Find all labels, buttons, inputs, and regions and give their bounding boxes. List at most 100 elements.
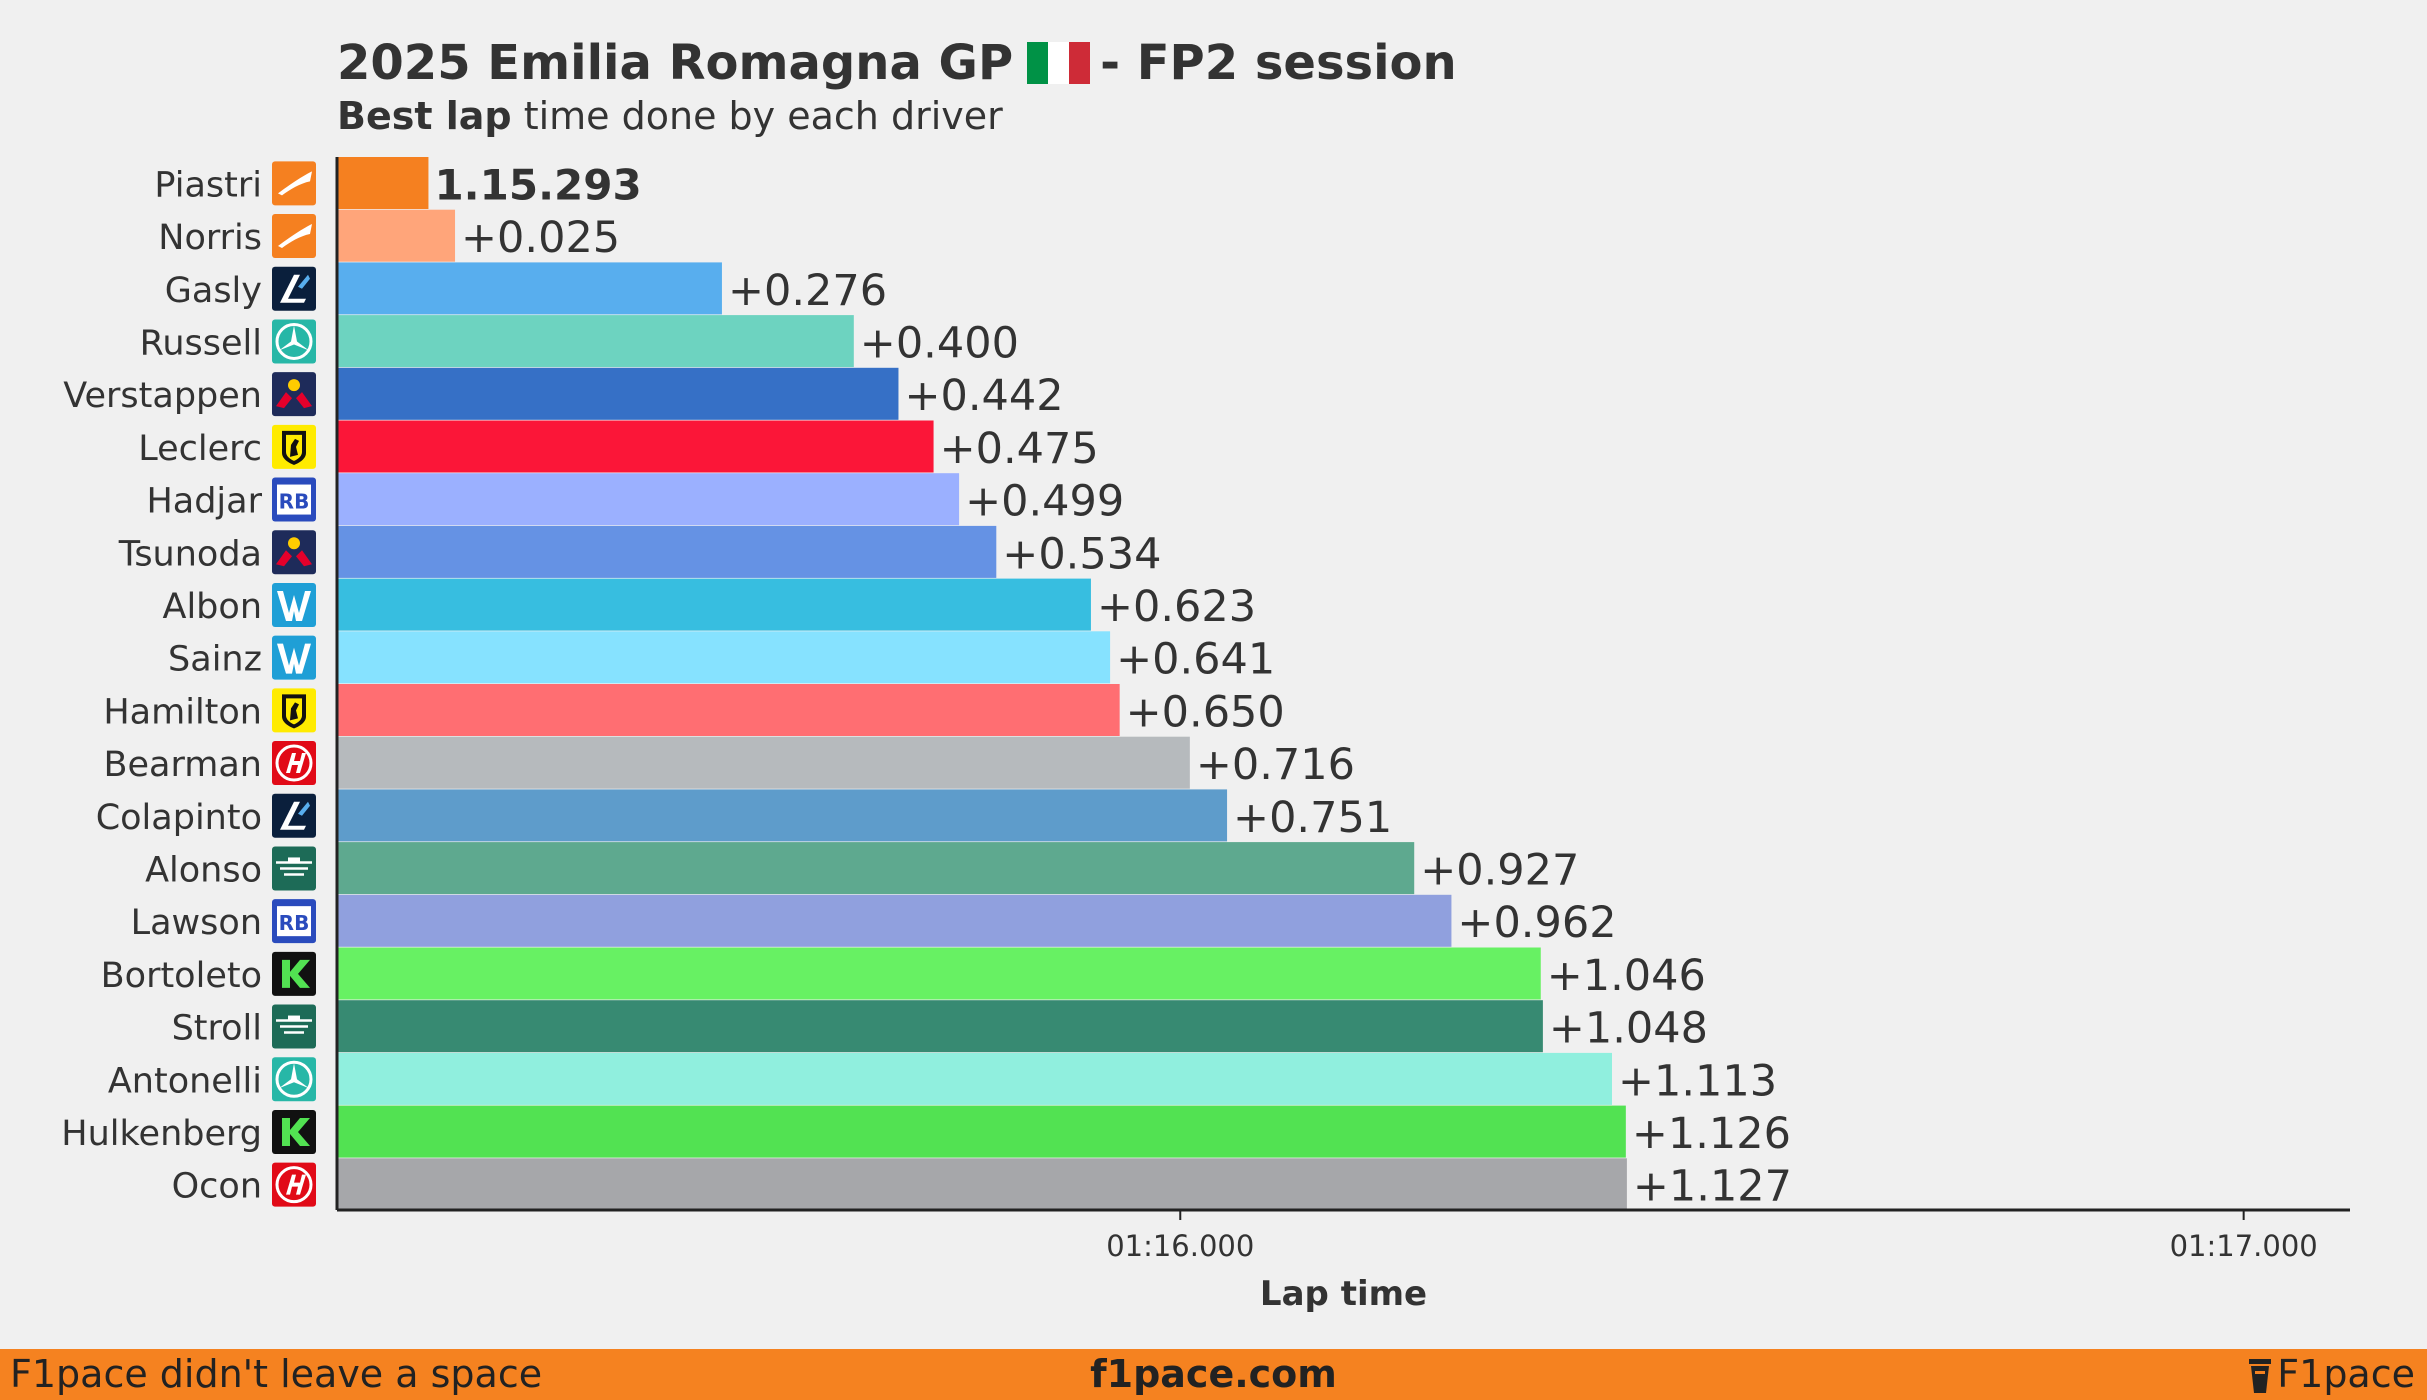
value-label: +1.046 xyxy=(1547,951,1706,1001)
svg-text:RB: RB xyxy=(279,490,310,514)
sauber-icon xyxy=(272,951,316,996)
footer-brand: F1pace xyxy=(2247,1349,2415,1400)
title-main: 2025 Emilia Romagna GP xyxy=(337,35,1014,91)
haas-icon xyxy=(272,1162,316,1207)
footer-bar: F1pace didn't leave a space f1pace.com F… xyxy=(0,1349,2427,1400)
bar-tsunoda xyxy=(337,525,997,578)
footer-website: f1pace.com xyxy=(1090,1352,1337,1396)
ferrari-icon xyxy=(272,688,316,733)
driver-label: Russell xyxy=(140,323,262,363)
alpine-icon xyxy=(272,266,316,311)
driver-label: Colapinto xyxy=(96,798,262,838)
driver-label: Bortoleto xyxy=(101,956,262,996)
subtitle-rest: time done by each driver xyxy=(511,94,1003,138)
value-label: +0.641 xyxy=(1116,635,1275,685)
footer-brand-text: F1pace xyxy=(2277,1352,2415,1396)
value-label: +0.927 xyxy=(1420,845,1579,895)
driver-label: Piastri xyxy=(154,165,262,205)
x-axis-label: Lap time xyxy=(1260,1274,1427,1314)
value-label: +0.623 xyxy=(1097,582,1256,632)
bar-sainz xyxy=(337,631,1111,684)
racingbulls-icon: RB xyxy=(272,899,316,944)
bar-hulkenberg xyxy=(337,1105,1626,1158)
italy-flag-icon xyxy=(1027,42,1091,84)
value-label: +1.113 xyxy=(1618,1056,1777,1106)
mclaren-icon xyxy=(272,214,316,259)
mercedes-icon xyxy=(272,1057,316,1102)
bar-hamilton xyxy=(337,684,1120,736)
bar-alonso xyxy=(337,842,1415,895)
lap-time-chart: Piastri 1.15.293 Norris +0.025 Gasly +0.276 Ru… xyxy=(61,157,2350,1314)
value-label: +0.716 xyxy=(1196,740,1355,790)
redbull-icon xyxy=(272,530,316,575)
value-label: +0.499 xyxy=(965,477,1124,527)
driver-label: Bearman xyxy=(104,745,263,785)
driver-label: Hulkenberg xyxy=(61,1114,262,1154)
bar-ocon xyxy=(337,1158,1627,1211)
footer-slogan: F1pace didn't leave a space xyxy=(10,1352,543,1396)
bar-norris xyxy=(337,209,456,262)
driver-label: Norris xyxy=(158,218,262,258)
astonmartin-icon xyxy=(272,1004,316,1049)
driver-label: Leclerc xyxy=(138,429,262,469)
driver-label: Verstappen xyxy=(63,376,262,416)
value-label: +0.442 xyxy=(904,371,1063,421)
value-label: +0.276 xyxy=(728,266,887,316)
haas-icon xyxy=(272,741,316,786)
bar-leclerc xyxy=(337,420,934,473)
bar-bortoleto xyxy=(337,947,1541,1000)
driver-label: Tsunoda xyxy=(118,534,262,574)
driver-label: Sainz xyxy=(168,640,262,680)
williams-icon xyxy=(272,635,316,680)
bar-verstappen xyxy=(337,367,899,420)
subtitle-bold: Best lap xyxy=(337,94,512,138)
mercedes-icon xyxy=(272,319,316,364)
bar-stroll xyxy=(337,1000,1543,1053)
alpine-icon xyxy=(272,793,316,838)
value-label: +0.475 xyxy=(940,424,1099,474)
driver-label: Gasly xyxy=(165,271,262,311)
redbull-icon xyxy=(272,372,316,417)
cup-icon xyxy=(2249,1358,2272,1393)
sauber-icon xyxy=(272,1109,316,1154)
svg-text:RB: RB xyxy=(279,911,310,935)
bar-gasly xyxy=(337,262,722,315)
bar-albon xyxy=(337,578,1091,631)
driver-label: Lawson xyxy=(131,903,262,943)
value-label: +0.400 xyxy=(860,318,1019,368)
bar-lawson xyxy=(337,894,1452,947)
driver-label: Ocon xyxy=(172,1167,262,1207)
value-label: +0.962 xyxy=(1457,898,1616,948)
title-session: - FP2 session xyxy=(1100,35,1457,91)
driver-label: Hadjar xyxy=(146,482,262,522)
astonmartin-icon xyxy=(272,846,316,891)
driver-label: Hamilton xyxy=(103,692,262,732)
value-label: +0.751 xyxy=(1233,793,1392,843)
value-label: +1.126 xyxy=(1632,1109,1791,1159)
title-block: 2025 Emilia Romagna GP - FP2 session Bes… xyxy=(337,28,1457,138)
bar-antonelli xyxy=(337,1052,1613,1105)
x-tick-label: 01:16.000 xyxy=(1106,1229,1254,1263)
bar-colapinto xyxy=(337,789,1228,842)
value-label: +0.025 xyxy=(461,213,620,263)
value-label: +1.127 xyxy=(1633,1162,1792,1212)
mclaren-icon xyxy=(272,161,316,206)
williams-icon xyxy=(272,582,316,627)
driver-label: Stroll xyxy=(172,1009,262,1049)
racingbulls-icon: RB xyxy=(272,477,316,522)
driver-label: Alonso xyxy=(145,850,262,890)
value-label: +0.650 xyxy=(1126,687,1285,737)
value-label: +0.534 xyxy=(1002,529,1161,579)
bar-bearman xyxy=(337,736,1190,789)
ferrari-icon xyxy=(272,424,316,469)
value-label: +1.048 xyxy=(1549,1004,1708,1054)
driver-label: Albon xyxy=(163,587,262,627)
bar-piastri xyxy=(337,157,429,209)
driver-label: Antonelli xyxy=(108,1061,262,1101)
bar-hadjar xyxy=(337,473,960,526)
value-label: 1.15.293 xyxy=(434,160,641,209)
bar-russell xyxy=(337,315,854,368)
chart-subtitle: Best lap time done by each driver xyxy=(337,94,1457,138)
chart-title: 2025 Emilia Romagna GP - FP2 session xyxy=(337,28,1457,98)
x-tick-label: 01:17.000 xyxy=(2170,1229,2318,1263)
